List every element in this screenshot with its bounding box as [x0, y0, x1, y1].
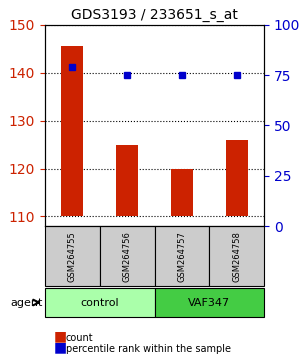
Text: ■: ■ [54, 329, 67, 343]
FancyBboxPatch shape [45, 288, 154, 317]
Bar [61, 46, 83, 216]
Text: count: count [66, 333, 94, 343]
Text: GSM264757: GSM264757 [177, 231, 186, 282]
Text: control: control [80, 297, 119, 308]
Text: VAF347: VAF347 [188, 297, 230, 308]
Text: GSM264755: GSM264755 [68, 231, 77, 281]
FancyBboxPatch shape [45, 226, 100, 286]
Bar [226, 140, 247, 216]
Title: GDS3193 / 233651_s_at: GDS3193 / 233651_s_at [71, 8, 238, 22]
FancyBboxPatch shape [154, 288, 264, 317]
Text: agent: agent [10, 297, 42, 308]
Text: ■: ■ [54, 340, 67, 354]
FancyBboxPatch shape [100, 226, 154, 286]
Text: GSM264758: GSM264758 [232, 231, 241, 282]
Bar [171, 169, 193, 216]
FancyBboxPatch shape [209, 226, 264, 286]
Text: GSM264756: GSM264756 [123, 231, 132, 282]
Text: percentile rank within the sample: percentile rank within the sample [66, 344, 231, 354]
Bar [116, 144, 138, 216]
FancyBboxPatch shape [154, 226, 209, 286]
